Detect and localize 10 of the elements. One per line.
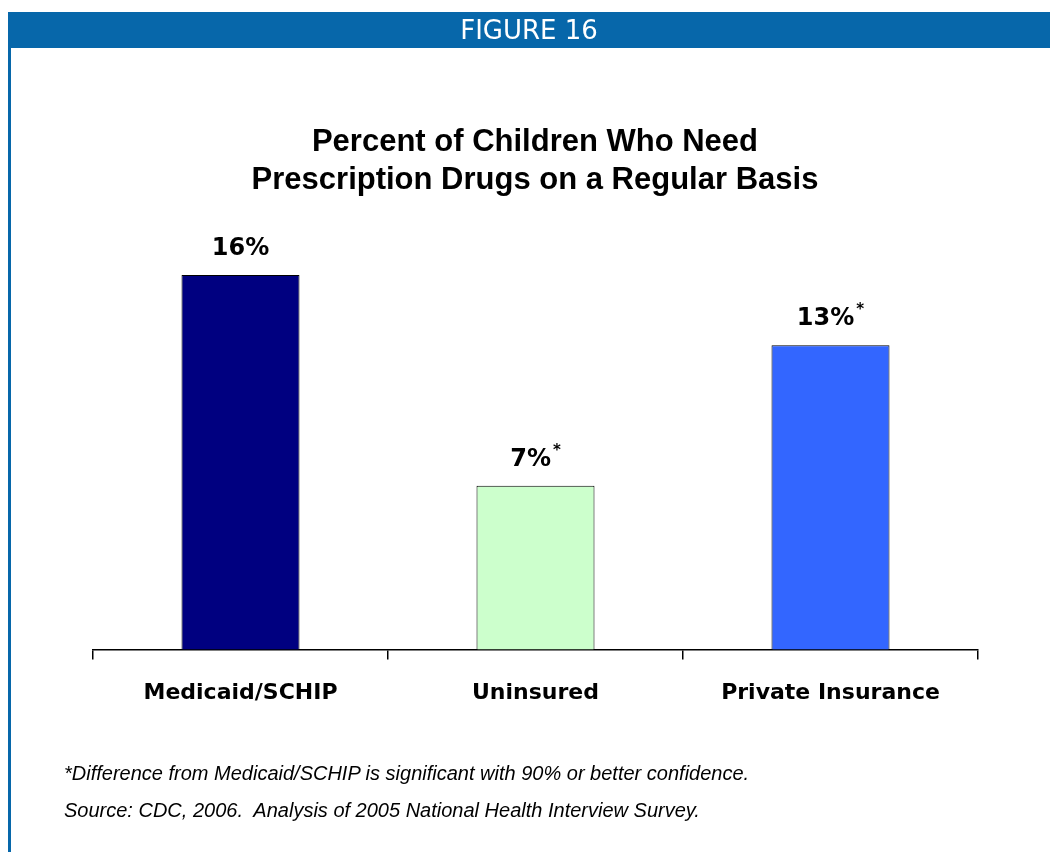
data-label: 16% bbox=[211, 233, 270, 261]
data-label: 7%* bbox=[510, 440, 561, 472]
x-tick-label: Medicaid/SCHIP bbox=[143, 678, 338, 704]
chart-title: Percent of Children Who Need Prescription Drugs on a Regular Basis bbox=[251, 123, 819, 196]
x-tick-label: Private Insurance bbox=[721, 678, 940, 704]
x-tick-label: Uninsured bbox=[471, 678, 600, 704]
data-label: 13%* bbox=[796, 300, 865, 332]
text: *Difference from Medicaid/SCHIP is significant with 90% or better confidence. bbox=[64, 761, 750, 786]
caption: FIGURE 16 bbox=[460, 15, 598, 45]
source-note: Source: CDC, 2006. Analysis of 2005 National Health Interview Survey. bbox=[64, 798, 701, 823]
